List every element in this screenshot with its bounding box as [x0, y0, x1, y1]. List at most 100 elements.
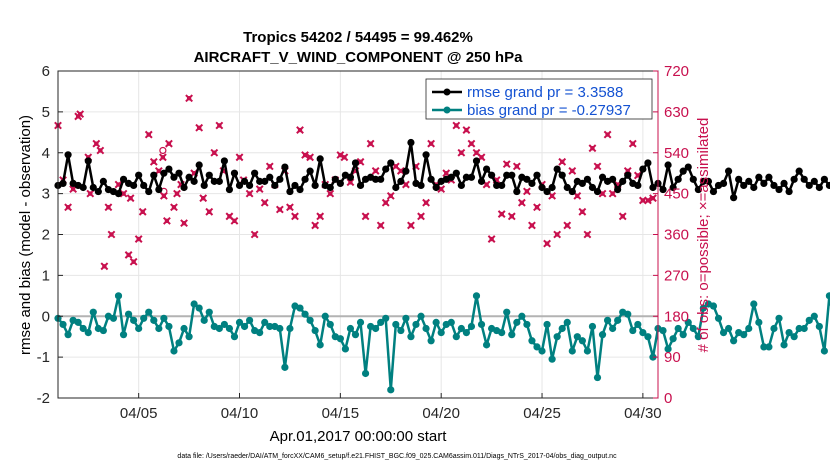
legend: rmse grand pr = 3.3588 bias grand pr = -… [425, 78, 653, 120]
obs-x-center [212, 150, 217, 155]
obs-x-center [312, 223, 318, 228]
bias-point-54 [326, 320, 334, 329]
obs-x-center [630, 141, 635, 146]
obs-x-center [65, 205, 71, 210]
rmse-point-36 [235, 181, 244, 190]
data-file-footnote: data file: /Users/raeder/DAI/ATM_forcXX/… [177, 453, 617, 460]
bias-point-118 [649, 353, 657, 361]
obs-assimilated-marker-40 [230, 216, 239, 225]
bias-point-144 [780, 341, 788, 349]
rmse-point-70 [407, 138, 415, 147]
rmse-point-30 [205, 171, 213, 179]
bias-point-44 [276, 324, 284, 333]
obs-assimilated-marker-37 [215, 121, 224, 130]
bias-point-63 [372, 324, 380, 333]
obs-x-center [378, 223, 383, 228]
bias-point-41 [261, 318, 269, 326]
rmse-point-51 [311, 181, 319, 190]
obs-x-center [595, 164, 600, 169]
rmse-point-20 [155, 185, 163, 194]
obs-x-center [94, 141, 99, 146]
obs-x-center [640, 198, 646, 203]
obs-assimilated-marker-3 [69, 185, 78, 193]
obs-x-center [645, 198, 651, 203]
rmse-point-75 [432, 183, 440, 192]
bias-point-97 [543, 320, 551, 329]
bias-point-48 [296, 304, 304, 312]
bias-point-34 [225, 324, 234, 333]
obs-assimilated-marker-53 [296, 126, 304, 134]
obs-assimilated-marker-65 [356, 157, 365, 166]
obs-x-center [181, 220, 187, 226]
obs-x-center [393, 164, 399, 169]
rmse-point-127 [694, 185, 702, 194]
bias-point-130 [709, 302, 718, 310]
obs-x-center [590, 146, 595, 151]
obs-x-center [217, 123, 222, 128]
obs-x-center [423, 200, 429, 205]
obs-assimilated-marker-106 [563, 221, 572, 230]
y2-tick-label-0: 0 [664, 390, 672, 407]
obs-x-center [77, 111, 83, 117]
rmse-point-60 [356, 181, 365, 190]
bias-point-105 [583, 347, 592, 355]
rmse-point-126 [689, 175, 697, 183]
obs-x-center [207, 209, 212, 214]
rmse-point-66 [387, 159, 395, 167]
obs-x-center [554, 232, 560, 237]
rmse-point-81 [462, 173, 471, 181]
obs-x-center [388, 193, 393, 199]
rmse-point-117 [644, 159, 652, 167]
rmse-point-151 [815, 183, 823, 192]
obs-assimilated-marker-30 [180, 219, 188, 228]
rmse-point-21 [160, 169, 168, 177]
rmse-point-55 [331, 175, 339, 183]
obs-x-center [428, 141, 434, 146]
bias-point-26 [185, 333, 193, 341]
obs-assimilated-marker-96 [512, 162, 521, 171]
obs-assimilated-marker-71 [386, 191, 395, 200]
bias-point-123 [674, 324, 682, 333]
rmse-point-147 [795, 167, 803, 175]
rmse-point-102 [568, 187, 576, 196]
bias-point-134 [730, 337, 738, 345]
rmse-point-63 [372, 175, 380, 183]
obs-x-center [247, 191, 252, 196]
obs-x-center [605, 132, 610, 137]
rmse-point-115 [634, 181, 642, 190]
rmse-point-97 [543, 187, 551, 196]
rmse-point-33 [220, 157, 228, 165]
bias-point-91 [513, 318, 521, 326]
bias-point-148 [800, 324, 808, 333]
x-tick-label-1: 04/10 [221, 405, 259, 422]
rmse-point-46 [286, 187, 294, 196]
obs-x-center [227, 214, 232, 219]
rmse-point-65 [382, 165, 390, 173]
obs-assimilated-marker-59 [326, 189, 335, 198]
rmse-point-129 [704, 177, 713, 185]
obs-assimilated-marker-34 [199, 194, 208, 203]
obs-x-center [109, 232, 114, 237]
bias-point-29 [200, 316, 208, 324]
bias-point-40 [256, 329, 264, 337]
obs-x-center [307, 155, 313, 160]
obs-assimilated-marker-54 [301, 151, 309, 159]
bias-point-56 [336, 335, 344, 343]
bias-point-133 [724, 324, 733, 333]
obs-x-center [186, 96, 192, 101]
bias-point-6 [84, 329, 92, 337]
bias-point-68 [397, 326, 405, 335]
rmse-point-42 [266, 173, 274, 181]
obs-assimilated-marker-110 [583, 230, 592, 239]
obs-x-center [121, 191, 126, 196]
x-axis-ticks: 04/05 04/10 04/15 04/20 04/25 04/30 [120, 393, 662, 422]
obs-x-center [358, 159, 363, 165]
obs-x-center [232, 218, 237, 224]
obs-x-center [146, 132, 151, 137]
rmse-point-146 [790, 175, 798, 183]
obs-assimilated-marker-98 [523, 187, 531, 196]
legend-rmse-marker [443, 88, 451, 96]
obs-assimilated-marker-20 [144, 130, 153, 139]
rmse-point-121 [664, 161, 672, 169]
obs-x-center [262, 200, 267, 205]
